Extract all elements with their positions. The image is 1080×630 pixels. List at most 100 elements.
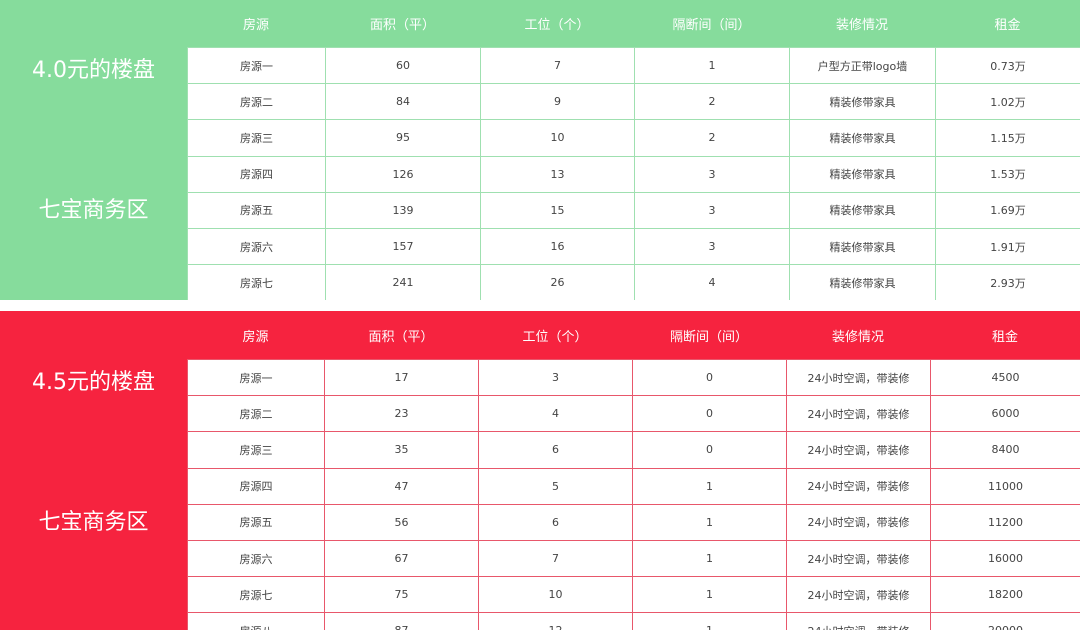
- column-header: 装修情况: [831, 329, 884, 345]
- column-header: 房源: [242, 329, 269, 345]
- area-label: 七宝商务区: [38, 510, 149, 535]
- table-cell: 精装修带家具: [789, 83, 936, 121]
- price-label: 4.5元的楼盘: [32, 370, 155, 395]
- section-green: 4.0元的楼盘 七宝商务区 房源 面积（平） 工位（个） 隔断间（间） 装修情况 租金 房源一 6…: [0, 0, 1080, 300]
- table-cell: 47: [324, 467, 479, 505]
- table-cell: 1: [632, 612, 787, 630]
- table-cell: 84: [325, 83, 481, 121]
- table-cell: 24小时空调，带装修: [786, 576, 931, 614]
- column-header: 工位（个）: [522, 329, 588, 345]
- table-cell: 6: [478, 431, 633, 469]
- table-cell: 16000: [930, 540, 1080, 578]
- table-cell: 16: [480, 228, 635, 266]
- table-cell: 精装修带家具: [789, 191, 936, 229]
- table-cell: 房源七: [187, 264, 326, 300]
- table-cell: 8400: [930, 431, 1080, 469]
- table-cell: 房源八: [187, 612, 325, 630]
- table-cell: 房源二: [187, 83, 326, 121]
- column-header: 装修情况: [835, 18, 888, 33]
- table-cell: 房源六: [187, 228, 326, 266]
- column-header: 隔断间（间）: [672, 18, 751, 33]
- table-cell: 13: [480, 155, 635, 193]
- table-cell: 24小时空调，带装修: [786, 431, 931, 469]
- table-cell: 精装修带家具: [789, 228, 936, 266]
- table-cell: 房源一: [187, 47, 326, 85]
- table-cell: 56: [324, 503, 479, 541]
- table-cell: 24小时空调，带装修: [786, 395, 931, 433]
- table-cell: 15: [480, 191, 635, 229]
- table-cell: 房源二: [187, 395, 325, 433]
- table-cell: 87: [324, 612, 479, 630]
- table-cell: 11200: [930, 503, 1080, 541]
- table-cell: 1.53万: [935, 155, 1080, 193]
- column-header: 面积（平）: [368, 329, 434, 345]
- table-cell: 0: [632, 395, 787, 433]
- table-cell: 3: [634, 228, 790, 266]
- table-cell: 1.91万: [935, 228, 1080, 266]
- price-label: 4.0元的楼盘: [32, 58, 155, 83]
- table-cell: 1: [632, 467, 787, 505]
- area-label: 七宝商务区: [38, 198, 149, 223]
- table-cell: 7: [480, 47, 635, 85]
- table-cell: 精装修带家具: [789, 264, 936, 300]
- table-cell: 2.93万: [935, 264, 1080, 300]
- table-cell: 20000: [930, 612, 1080, 630]
- table-cell: 0: [632, 359, 787, 397]
- table-cell: 2: [634, 119, 790, 157]
- table-cell: 户型方正带logo墙: [789, 47, 936, 85]
- table-cell: 18200: [930, 576, 1080, 614]
- table-cell: 房源三: [187, 431, 325, 469]
- table-cell: 139: [325, 191, 481, 229]
- table-cell: 房源四: [187, 467, 325, 505]
- table-cell: 6: [478, 503, 633, 541]
- table-cell: 10: [478, 576, 633, 614]
- table-cell: 4: [478, 395, 633, 433]
- table-cell: 房源一: [187, 359, 325, 397]
- table-cell: 房源四: [187, 155, 326, 193]
- table-cell: 房源六: [187, 540, 325, 578]
- table-cell: 1: [634, 47, 790, 85]
- section-red: 4.5元的楼盘 七宝商务区 房源 面积（平） 工位（个） 隔断间（间） 装修情况 租金 房源一 1…: [0, 311, 1080, 630]
- table-cell: 1: [632, 503, 787, 541]
- table-cell: 67: [324, 540, 479, 578]
- table-cell: 房源七: [187, 576, 325, 614]
- table-cell: 17: [324, 359, 479, 397]
- table-cell: 精装修带家具: [789, 119, 936, 157]
- table-cell: 0: [632, 431, 787, 469]
- table-cell: 24小时空调，带装修: [786, 467, 931, 505]
- table-cell: 1.15万: [935, 119, 1080, 157]
- table-cell: 24小时空调，带装修: [786, 503, 931, 541]
- table-cell: 157: [325, 228, 481, 266]
- table-cell: 24小时空调，带装修: [786, 540, 931, 578]
- table-cell: 3: [634, 191, 790, 229]
- table-cell: 房源五: [187, 191, 326, 229]
- table-cell: 精装修带家具: [789, 155, 936, 193]
- table-cell: 241: [325, 264, 481, 300]
- table-cell: 126: [325, 155, 481, 193]
- table-cell: 房源五: [187, 503, 325, 541]
- table-cell: 35: [324, 431, 479, 469]
- table-cell: 1: [632, 540, 787, 578]
- table-cell: 9: [480, 83, 635, 121]
- column-header: 租金: [994, 18, 1021, 33]
- table-cell: 6000: [930, 395, 1080, 433]
- table-cell: 7: [478, 540, 633, 578]
- column-header: 租金: [991, 329, 1018, 345]
- table-cell: 60: [325, 47, 481, 85]
- table-cell: 24小时空调，带装修: [786, 612, 931, 630]
- table-cell: 24小时空调，带装修: [786, 359, 931, 397]
- table-cell: 11000: [930, 467, 1080, 505]
- table-cell: 26: [480, 264, 635, 300]
- column-header: 面积（平）: [369, 18, 435, 33]
- table-cell: 房源三: [187, 119, 326, 157]
- table-cell: 4500: [930, 359, 1080, 397]
- table-cell: 23: [324, 395, 479, 433]
- table-cell: 3: [478, 359, 633, 397]
- table-cell: 5: [478, 467, 633, 505]
- table-cell: 1.69万: [935, 191, 1080, 229]
- column-header: 房源: [242, 18, 269, 33]
- column-header: 隔断间（间）: [669, 329, 748, 345]
- table-cell: 4: [634, 264, 790, 300]
- table-cell: 1.02万: [935, 83, 1080, 121]
